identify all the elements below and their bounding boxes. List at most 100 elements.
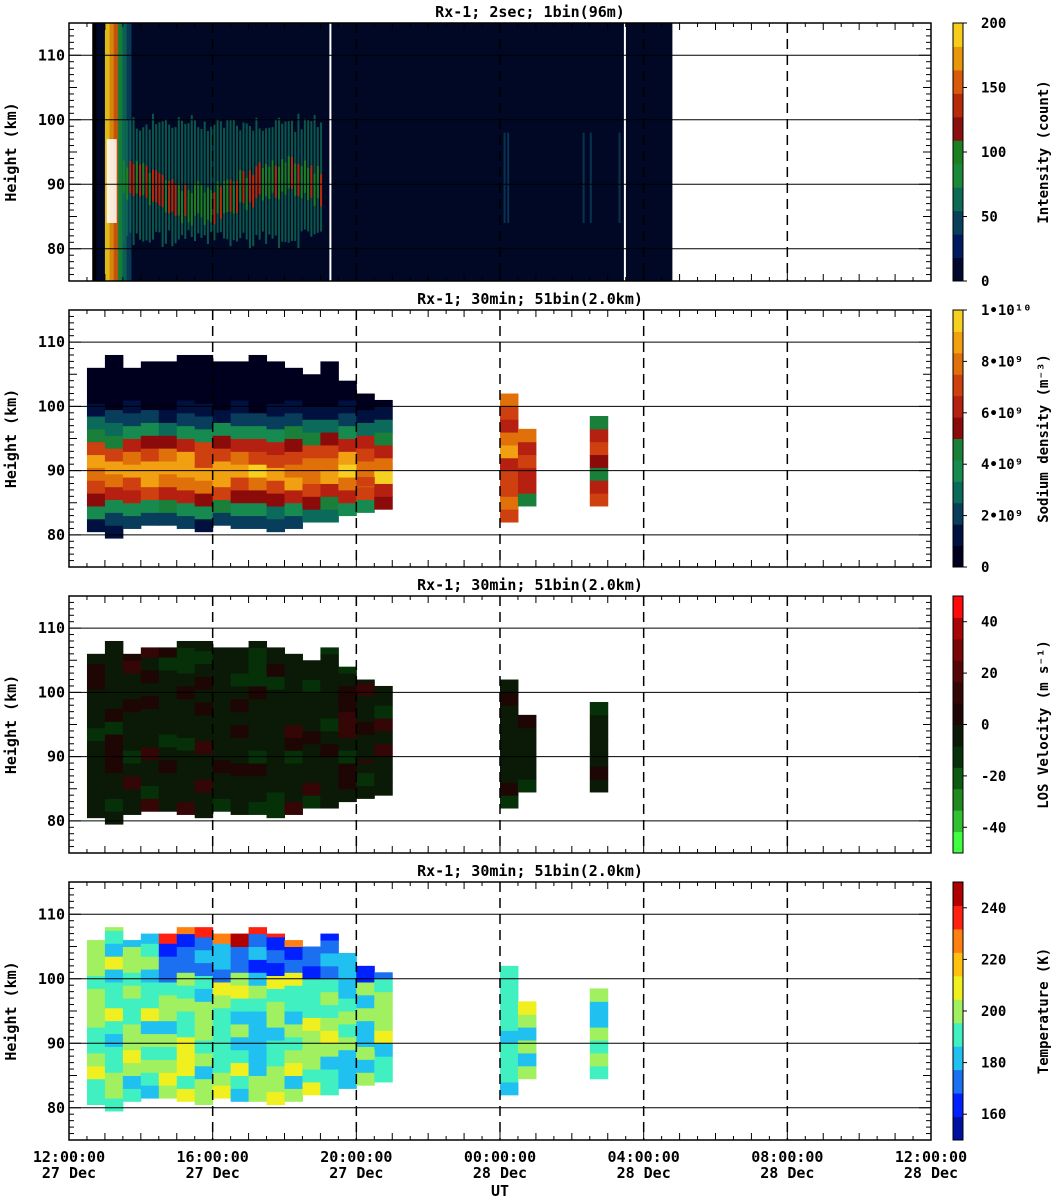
data-cell bbox=[230, 1075, 250, 1089]
data-cell bbox=[86, 390, 106, 404]
data-cell bbox=[194, 1065, 214, 1080]
data-cell bbox=[248, 927, 268, 935]
data-cell bbox=[176, 946, 196, 960]
data-cell bbox=[266, 727, 285, 742]
data-cell bbox=[104, 721, 124, 735]
data-cell bbox=[176, 1049, 196, 1064]
data-cell bbox=[194, 804, 214, 819]
intensity-peak bbox=[287, 156, 290, 189]
data-cell bbox=[302, 1056, 321, 1070]
data-cell bbox=[320, 756, 339, 770]
intensity-peak bbox=[129, 160, 132, 194]
colorbar-tick-label: 180 bbox=[981, 1056, 1006, 1072]
ytick-label: 110 bbox=[38, 46, 65, 64]
ytick-label: 100 bbox=[38, 111, 65, 129]
data-cell bbox=[194, 441, 214, 456]
panel-title: Rx-1; 30min; 51bin(2.0km) bbox=[417, 290, 643, 308]
data-cell bbox=[176, 763, 196, 777]
data-cell bbox=[158, 981, 178, 996]
data-cell bbox=[374, 444, 393, 459]
y-axis-label: Height (km) bbox=[2, 389, 20, 488]
data-cell bbox=[248, 515, 268, 529]
data-cell bbox=[500, 705, 519, 719]
intensity-peak bbox=[139, 164, 142, 197]
data-cell bbox=[104, 746, 124, 761]
data-cell bbox=[230, 660, 250, 674]
data-cell bbox=[140, 708, 160, 722]
intensity-peak bbox=[229, 179, 232, 212]
ytick-label: 100 bbox=[38, 970, 65, 988]
ytick-label: 100 bbox=[38, 397, 65, 415]
data-cell bbox=[302, 457, 321, 472]
intensity-peak bbox=[316, 165, 319, 199]
data-cell bbox=[374, 457, 393, 472]
intensity-peak bbox=[320, 174, 323, 207]
data-cell bbox=[140, 512, 160, 526]
data-cell bbox=[122, 724, 142, 738]
data-cell bbox=[158, 361, 178, 372]
data-cell bbox=[176, 724, 196, 738]
intensity-stripe bbox=[213, 124, 216, 241]
data-cell bbox=[356, 409, 375, 423]
data-cell bbox=[320, 1030, 339, 1044]
data-cell bbox=[338, 711, 357, 725]
data-cell bbox=[140, 759, 160, 774]
data-cell bbox=[104, 409, 124, 423]
data-cell bbox=[86, 975, 106, 989]
y-axis-label: Height (km) bbox=[2, 102, 20, 201]
data-cell bbox=[194, 936, 214, 951]
data-cell bbox=[266, 467, 285, 481]
data-cell bbox=[302, 666, 321, 681]
intensity-peak bbox=[294, 163, 297, 196]
data-cell bbox=[248, 698, 268, 713]
data-cell bbox=[194, 702, 214, 716]
intensity-peak bbox=[177, 183, 180, 216]
data-cell bbox=[212, 734, 232, 748]
data-cell bbox=[176, 673, 196, 687]
data-cell bbox=[158, 933, 178, 944]
data-cell bbox=[266, 714, 285, 729]
data-cell bbox=[122, 515, 142, 529]
colorbar-swatch bbox=[953, 745, 963, 768]
data-cell bbox=[248, 673, 268, 687]
intensity-peak bbox=[210, 189, 213, 223]
data-cell bbox=[194, 650, 214, 664]
data-cell bbox=[212, 473, 232, 488]
data-cell bbox=[320, 1069, 339, 1083]
data-cell bbox=[589, 441, 609, 456]
data-cell bbox=[230, 374, 250, 388]
data-cell bbox=[302, 718, 321, 732]
data-cell bbox=[374, 685, 393, 693]
data-cell bbox=[589, 988, 609, 1002]
data-cell bbox=[284, 489, 303, 504]
colorbar-swatch bbox=[953, 417, 963, 439]
data-cell bbox=[338, 1023, 357, 1038]
data-cell bbox=[320, 653, 339, 668]
data-cell bbox=[122, 438, 142, 452]
data-cell bbox=[266, 791, 285, 806]
data-cell bbox=[302, 1030, 321, 1044]
data-cell bbox=[248, 1023, 268, 1038]
data-cell bbox=[500, 743, 519, 758]
ytick-label: 90 bbox=[47, 175, 65, 193]
data-cell bbox=[158, 759, 178, 774]
data-cell bbox=[158, 708, 178, 722]
intensity-peak bbox=[161, 174, 164, 208]
colorbar-tick-label: 150 bbox=[981, 81, 1006, 97]
data-cell bbox=[140, 422, 160, 436]
data-cell bbox=[212, 383, 232, 398]
data-cell bbox=[320, 769, 339, 783]
data-cell bbox=[176, 425, 196, 439]
data-cell bbox=[374, 730, 393, 745]
data-cell bbox=[140, 682, 160, 697]
data-cell bbox=[320, 718, 339, 732]
data-cell bbox=[266, 416, 285, 430]
data-cell bbox=[589, 454, 609, 468]
data-cell bbox=[356, 763, 375, 773]
data-cell bbox=[176, 775, 196, 790]
data-cell bbox=[140, 746, 160, 761]
data-cell bbox=[266, 702, 285, 716]
data-cell bbox=[517, 714, 537, 729]
data-cell bbox=[194, 454, 214, 468]
colorbar-swatch bbox=[953, 374, 963, 397]
